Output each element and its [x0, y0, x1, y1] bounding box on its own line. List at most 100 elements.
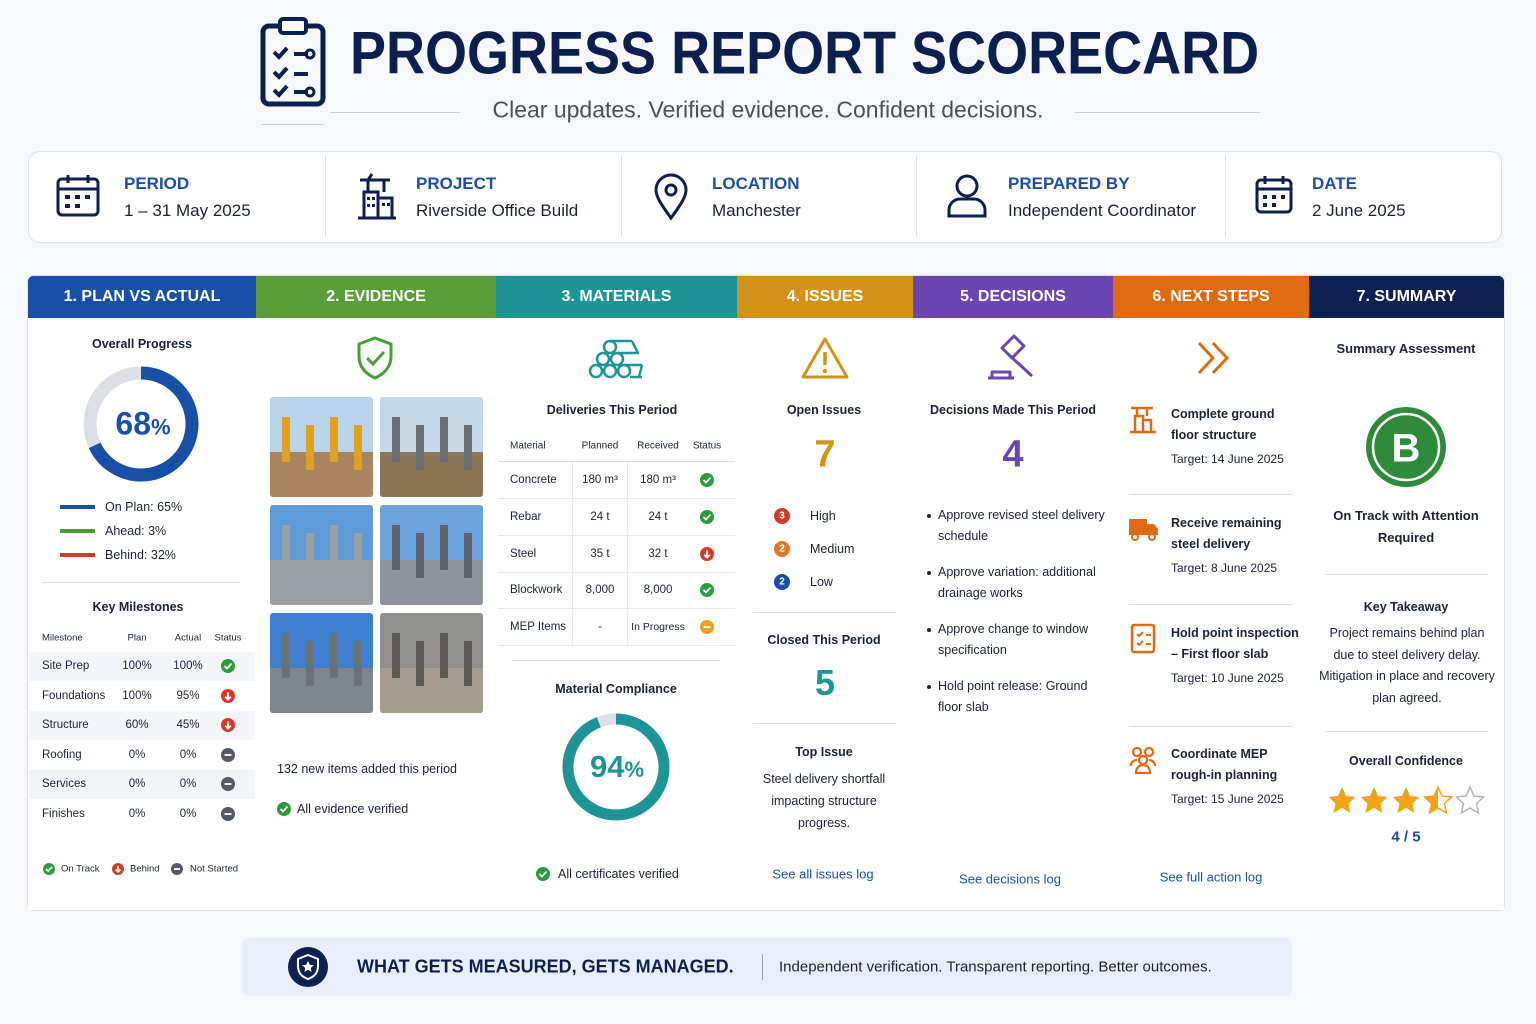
decisions-link[interactable]: See decisions log: [959, 871, 1061, 887]
milestone-actual: 95%: [176, 689, 200, 702]
status-glyph: [538, 870, 548, 878]
status-icon: [43, 863, 55, 875]
calendar-icon: [1255, 176, 1293, 214]
panel-heading: 6. NEXT STEPS: [1113, 276, 1309, 318]
material-received: 24 t: [648, 510, 668, 523]
table-rule: [572, 462, 573, 645]
table-rule: [627, 462, 628, 645]
compliance-verified: All certificates verified: [558, 867, 679, 881]
shield-icon: [357, 336, 393, 380]
progress-label: 68%: [115, 406, 170, 443]
milestone-plan: 0%: [128, 808, 146, 820]
photo-structure: [440, 417, 448, 462]
evidence-photo: [380, 397, 483, 497]
decisions-title: Decisions Made This Period: [929, 403, 1097, 417]
materials-icon: [588, 339, 644, 379]
material-received: 32 t: [648, 547, 668, 560]
milestone-name: Structure: [42, 719, 89, 732]
material-name: Steel: [510, 547, 537, 560]
info-value: Independent Coordinator: [1008, 201, 1197, 220]
progress-value: 68: [115, 405, 152, 442]
person-icon: [947, 174, 987, 218]
photo-structure: [330, 633, 338, 678]
step-icon: [1129, 746, 1157, 775]
motto: WHAT GETS MEASURED, GETS MANAGED.: [357, 956, 734, 977]
step-icon-part: [1136, 631, 1151, 647]
photo-structure: [306, 533, 314, 578]
status-icon: [700, 473, 714, 487]
progress-donut: [83, 366, 199, 482]
table-rule: [498, 498, 735, 499]
material-planned: 35 t: [590, 547, 610, 560]
step-title: Hold point inspection – First floor slab: [1171, 626, 1299, 661]
table-header: Plan: [127, 632, 147, 644]
photo-structure: [464, 641, 472, 686]
severity-dot: [774, 574, 790, 590]
status-legend: Not Started: [190, 863, 239, 875]
status-icon: [700, 620, 714, 635]
row-shade: [29, 651, 255, 681]
chevrons-icon: [1197, 341, 1229, 375]
milestone-actual: 0%: [179, 808, 197, 820]
legend-text: On Plan: 65%: [105, 500, 183, 514]
status-icon: [536, 867, 550, 881]
status-glyph: [224, 721, 232, 730]
panel-heading: 7. SUMMARY: [1309, 276, 1504, 318]
table-rule: [498, 645, 735, 647]
status-icon: [221, 659, 235, 673]
rule: [512, 660, 720, 661]
title: PROGRESS REPORT SCORECARD: [350, 19, 1260, 87]
takeaway-title: Key Takeaway: [1363, 600, 1449, 614]
step-title: Receive remaining steel delivery: [1171, 516, 1282, 551]
rule: [1129, 604, 1292, 605]
bullet: [927, 685, 931, 689]
status-glyph: [702, 513, 712, 521]
confidence-title: Overall Confidence: [1349, 754, 1463, 768]
photo-structure: [354, 533, 362, 578]
step-target: Target: 8 June 2025: [1171, 561, 1278, 575]
status-icon: [171, 863, 183, 875]
milestone-plan: 60%: [125, 719, 149, 732]
photo-structure: [392, 633, 400, 678]
issues-link[interactable]: See all issues log: [772, 866, 874, 882]
material-planned: 8,000: [585, 584, 615, 597]
step-icon: [1129, 519, 1158, 541]
milestone-name: Roofing: [42, 748, 82, 761]
compliance-unit: %: [624, 757, 645, 782]
gavel-icon: [988, 334, 1034, 380]
rule: [1129, 726, 1292, 727]
evidence-photo: [270, 613, 373, 713]
location-icon: [654, 173, 688, 221]
step-icon-part: [1148, 533, 1156, 541]
actions-link[interactable]: See full action log: [1159, 869, 1263, 885]
compliance-donut: [562, 713, 670, 821]
material-planned: 24 t: [590, 510, 610, 523]
material-received: 180 m³: [640, 474, 676, 486]
milestone-name: Site Prep: [42, 660, 90, 672]
info-label: PREPARED BY: [1008, 174, 1130, 193]
severity-dot: [774, 541, 790, 557]
photo-structure: [282, 417, 290, 462]
table-header: Milestone: [42, 632, 83, 644]
panel-materials: 3. MATERIALS: [496, 276, 738, 910]
status-icon: [700, 546, 714, 561]
status-icon: [112, 863, 124, 875]
footer-icon: [288, 947, 328, 987]
stars: [1328, 786, 1485, 814]
severity-count: 2: [779, 543, 785, 555]
open-count: 7: [814, 433, 836, 476]
photo-structure: [354, 641, 362, 686]
material-planned: -: [598, 621, 602, 634]
legend-swatch: [60, 505, 95, 509]
milestone-actual: 100%: [173, 660, 203, 672]
bullet: [927, 571, 931, 575]
severity-count: 2: [779, 576, 785, 588]
status-icon: [221, 688, 235, 703]
severity-count: 3: [779, 510, 785, 522]
milestone-name: Services: [42, 778, 87, 791]
table-header: Material: [510, 440, 546, 452]
rule: [262, 124, 324, 125]
panel-heading: 1. PLAN VS ACTUAL: [28, 276, 256, 318]
info-value: Manchester: [712, 201, 801, 220]
